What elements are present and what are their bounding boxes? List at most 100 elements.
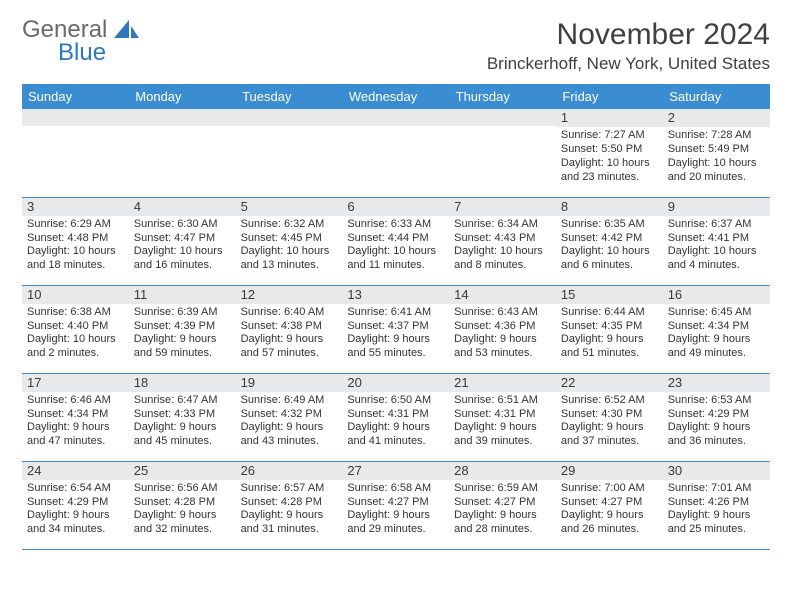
daylight-text: and 16 minutes. bbox=[134, 259, 231, 273]
calendar-cell: 29Sunrise: 7:00 AMSunset: 4:27 PMDayligh… bbox=[556, 461, 663, 549]
title-block: November 2024 Brinckerhoff, New York, Un… bbox=[487, 18, 770, 74]
sunrise-text: Sunrise: 6:33 AM bbox=[347, 218, 444, 232]
day-body: Sunrise: 6:30 AMSunset: 4:47 PMDaylight:… bbox=[129, 216, 236, 277]
day-number: 7 bbox=[449, 198, 556, 216]
calendar-cell: 5Sunrise: 6:32 AMSunset: 4:45 PMDaylight… bbox=[236, 197, 343, 285]
calendar-cell: 28Sunrise: 6:59 AMSunset: 4:27 PMDayligh… bbox=[449, 461, 556, 549]
daylight-text: Daylight: 9 hours bbox=[241, 333, 338, 347]
sunset-text: Sunset: 4:28 PM bbox=[134, 496, 231, 510]
calendar-cell: 16Sunrise: 6:45 AMSunset: 4:34 PMDayligh… bbox=[663, 285, 770, 373]
sunrise-text: Sunrise: 6:51 AM bbox=[454, 394, 551, 408]
daylight-text: and 53 minutes. bbox=[454, 347, 551, 361]
calendar-cell: 30Sunrise: 7:01 AMSunset: 4:26 PMDayligh… bbox=[663, 461, 770, 549]
day-number: 4 bbox=[129, 198, 236, 216]
daylight-text: Daylight: 9 hours bbox=[241, 421, 338, 435]
dow-saturday: Saturday bbox=[663, 84, 770, 109]
day-number: 6 bbox=[342, 198, 449, 216]
sunrise-text: Sunrise: 6:35 AM bbox=[561, 218, 658, 232]
sunset-text: Sunset: 5:50 PM bbox=[561, 143, 658, 157]
calendar-cell bbox=[342, 109, 449, 197]
day-body: Sunrise: 7:00 AMSunset: 4:27 PMDaylight:… bbox=[556, 480, 663, 541]
day-body: Sunrise: 6:33 AMSunset: 4:44 PMDaylight:… bbox=[342, 216, 449, 277]
daylight-text: Daylight: 9 hours bbox=[347, 509, 444, 523]
sunset-text: Sunset: 5:49 PM bbox=[668, 143, 765, 157]
sunrise-text: Sunrise: 6:58 AM bbox=[347, 482, 444, 496]
calendar-cell bbox=[449, 109, 556, 197]
daylight-text: Daylight: 9 hours bbox=[134, 333, 231, 347]
daylight-text: and 4 minutes. bbox=[668, 259, 765, 273]
day-number: 13 bbox=[342, 286, 449, 304]
dow-tuesday: Tuesday bbox=[236, 84, 343, 109]
day-body: Sunrise: 6:46 AMSunset: 4:34 PMDaylight:… bbox=[22, 392, 129, 453]
daylight-text: Daylight: 10 hours bbox=[668, 245, 765, 259]
calendar-cell bbox=[129, 109, 236, 197]
day-body: Sunrise: 6:32 AMSunset: 4:45 PMDaylight:… bbox=[236, 216, 343, 277]
sunrise-text: Sunrise: 6:52 AM bbox=[561, 394, 658, 408]
day-body bbox=[129, 126, 236, 132]
day-body: Sunrise: 6:38 AMSunset: 4:40 PMDaylight:… bbox=[22, 304, 129, 365]
day-number: 18 bbox=[129, 374, 236, 392]
day-number: 16 bbox=[663, 286, 770, 304]
calendar-cell: 22Sunrise: 6:52 AMSunset: 4:30 PMDayligh… bbox=[556, 373, 663, 461]
day-body: Sunrise: 7:28 AMSunset: 5:49 PMDaylight:… bbox=[663, 127, 770, 188]
day-body: Sunrise: 6:37 AMSunset: 4:41 PMDaylight:… bbox=[663, 216, 770, 277]
day-body: Sunrise: 6:29 AMSunset: 4:48 PMDaylight:… bbox=[22, 216, 129, 277]
sunset-text: Sunset: 4:33 PM bbox=[134, 408, 231, 422]
day-body: Sunrise: 6:39 AMSunset: 4:39 PMDaylight:… bbox=[129, 304, 236, 365]
daylight-text: and 32 minutes. bbox=[134, 523, 231, 537]
sunset-text: Sunset: 4:36 PM bbox=[454, 320, 551, 334]
sunrise-text: Sunrise: 7:28 AM bbox=[668, 129, 765, 143]
daylight-text: Daylight: 9 hours bbox=[347, 333, 444, 347]
location: Brinckerhoff, New York, United States bbox=[487, 54, 770, 74]
sunrise-text: Sunrise: 6:46 AM bbox=[27, 394, 124, 408]
logo-text: General Blue bbox=[22, 18, 140, 65]
day-number bbox=[236, 109, 343, 126]
day-body: Sunrise: 6:49 AMSunset: 4:32 PMDaylight:… bbox=[236, 392, 343, 453]
day-body: Sunrise: 6:41 AMSunset: 4:37 PMDaylight:… bbox=[342, 304, 449, 365]
calendar-cell: 3Sunrise: 6:29 AMSunset: 4:48 PMDaylight… bbox=[22, 197, 129, 285]
sunrise-text: Sunrise: 7:00 AM bbox=[561, 482, 658, 496]
calendar-cell: 7Sunrise: 6:34 AMSunset: 4:43 PMDaylight… bbox=[449, 197, 556, 285]
calendar-cell: 9Sunrise: 6:37 AMSunset: 4:41 PMDaylight… bbox=[663, 197, 770, 285]
header: General Blue November 2024 Brinckerhoff,… bbox=[22, 18, 770, 74]
dow-monday: Monday bbox=[129, 84, 236, 109]
calendar-cell bbox=[236, 109, 343, 197]
calendar-cell: 20Sunrise: 6:50 AMSunset: 4:31 PMDayligh… bbox=[342, 373, 449, 461]
sunset-text: Sunset: 4:27 PM bbox=[454, 496, 551, 510]
calendar-week: 1Sunrise: 7:27 AMSunset: 5:50 PMDaylight… bbox=[22, 109, 770, 197]
day-number bbox=[449, 109, 556, 126]
day-number: 10 bbox=[22, 286, 129, 304]
day-number: 30 bbox=[663, 462, 770, 480]
day-body bbox=[449, 126, 556, 132]
sunset-text: Sunset: 4:47 PM bbox=[134, 232, 231, 246]
daylight-text: Daylight: 9 hours bbox=[561, 421, 658, 435]
day-number: 9 bbox=[663, 198, 770, 216]
daylight-text: Daylight: 9 hours bbox=[134, 509, 231, 523]
day-body: Sunrise: 7:01 AMSunset: 4:26 PMDaylight:… bbox=[663, 480, 770, 541]
day-number: 27 bbox=[342, 462, 449, 480]
sunset-text: Sunset: 4:27 PM bbox=[347, 496, 444, 510]
dow-friday: Friday bbox=[556, 84, 663, 109]
calendar-cell: 14Sunrise: 6:43 AMSunset: 4:36 PMDayligh… bbox=[449, 285, 556, 373]
daylight-text: and 59 minutes. bbox=[134, 347, 231, 361]
sunset-text: Sunset: 4:40 PM bbox=[27, 320, 124, 334]
sunrise-text: Sunrise: 6:47 AM bbox=[134, 394, 231, 408]
daylight-text: Daylight: 9 hours bbox=[668, 333, 765, 347]
day-body: Sunrise: 6:34 AMSunset: 4:43 PMDaylight:… bbox=[449, 216, 556, 277]
dow-thursday: Thursday bbox=[449, 84, 556, 109]
calendar-week: 3Sunrise: 6:29 AMSunset: 4:48 PMDaylight… bbox=[22, 197, 770, 285]
calendar-cell: 19Sunrise: 6:49 AMSunset: 4:32 PMDayligh… bbox=[236, 373, 343, 461]
day-number: 17 bbox=[22, 374, 129, 392]
day-number: 12 bbox=[236, 286, 343, 304]
day-number: 1 bbox=[556, 109, 663, 127]
daylight-text: Daylight: 10 hours bbox=[561, 245, 658, 259]
day-number: 21 bbox=[449, 374, 556, 392]
daylight-text: Daylight: 9 hours bbox=[454, 509, 551, 523]
sunset-text: Sunset: 4:31 PM bbox=[347, 408, 444, 422]
daylight-text: and 43 minutes. bbox=[241, 435, 338, 449]
sunset-text: Sunset: 4:37 PM bbox=[347, 320, 444, 334]
sunrise-text: Sunrise: 6:29 AM bbox=[27, 218, 124, 232]
day-body: Sunrise: 6:50 AMSunset: 4:31 PMDaylight:… bbox=[342, 392, 449, 453]
daylight-text: and 55 minutes. bbox=[347, 347, 444, 361]
day-number: 15 bbox=[556, 286, 663, 304]
